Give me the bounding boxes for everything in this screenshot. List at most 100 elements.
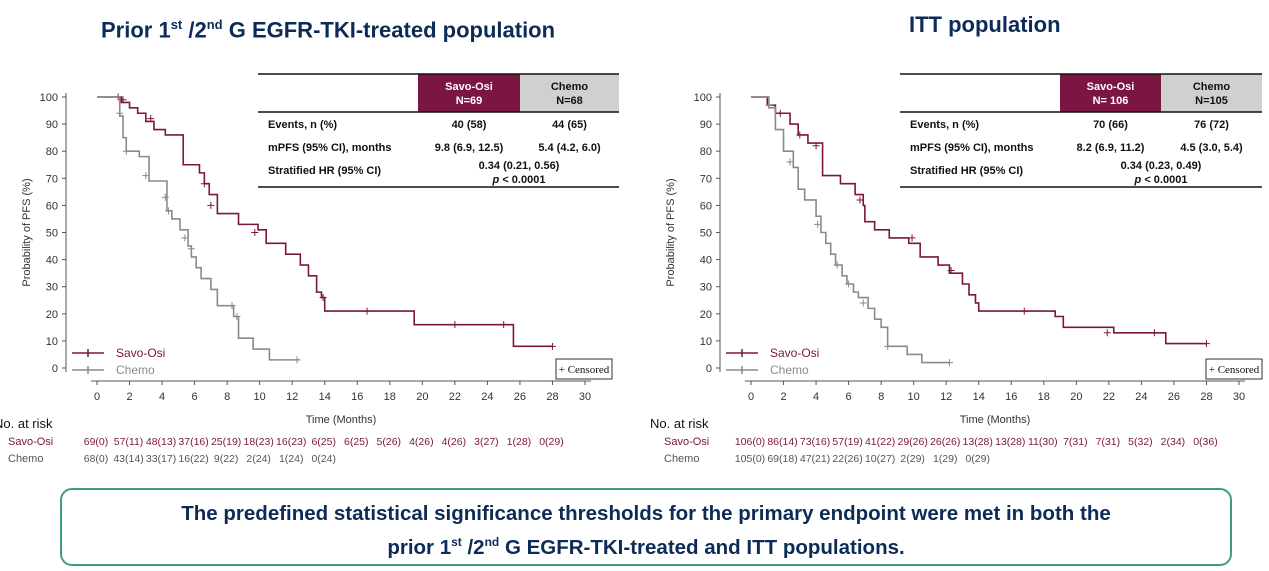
chemo-censor-mark [122, 147, 130, 155]
table-row-label: Events, n (%) [268, 119, 337, 131]
chemo-censor-mark [845, 280, 853, 288]
table-cell-savo-osi: 8.2 (6.9, 11.2) [1077, 142, 1145, 154]
savo-osi-censor-mark [200, 180, 208, 188]
x-tick-label: 18 [1038, 391, 1050, 403]
y-tick-label: 90 [46, 119, 58, 131]
legend-swatch [72, 366, 104, 374]
chemo-censor-mark [161, 193, 169, 201]
chemo-censor-mark [116, 109, 124, 117]
at-risk-header: No. at risk [650, 416, 709, 431]
table-p-value: p < 0.0001 [492, 174, 546, 186]
at-risk-chemo-value: 68(0) [84, 453, 109, 465]
at-risk-chemo-value: 10(27) [865, 453, 895, 465]
y-tick-label: 100 [40, 92, 58, 104]
at-risk-savo-osi-value: 13(28) [963, 436, 993, 448]
y-tick-label: 80 [46, 146, 58, 158]
y-tick-label: 20 [700, 309, 712, 321]
table-cell-savo-osi: 9.8 (6.9, 12.5) [435, 142, 504, 154]
x-tick-label: 18 [384, 391, 396, 403]
y-tick-label: 80 [700, 146, 712, 158]
x-tick-label: 6 [846, 391, 852, 403]
legend-label: Chemo [770, 363, 809, 377]
at-risk-savo-osi-label: Savo-Osi [664, 436, 709, 448]
x-tick-label: 14 [973, 391, 985, 403]
p-italic: p [1134, 174, 1142, 186]
at-risk-savo-osi-value: 3(27) [474, 436, 499, 448]
chemo-censor-mark [165, 207, 173, 215]
x-axis-title: Time (Months) [306, 414, 377, 426]
savo-osi-censor-mark [812, 142, 820, 150]
savo-osi-censor-mark [776, 109, 784, 117]
table-header-savo-osi-n: N=69 [456, 95, 483, 107]
x-tick-label: 8 [224, 391, 230, 403]
x-tick-label: 26 [1168, 391, 1180, 403]
y-tick-label: 70 [700, 173, 712, 185]
savo-osi-censor-mark [1103, 329, 1111, 337]
censored-legend-box [1205, 358, 1263, 380]
at-risk-savo-osi-value: 1(28) [507, 436, 532, 448]
x-tick-label: 22 [1103, 391, 1115, 403]
savo-osi-censor-mark [947, 266, 955, 274]
y-tick-label: 50 [700, 228, 712, 240]
savo-osi-censor-mark [796, 131, 804, 139]
x-tick-label: 28 [546, 391, 558, 403]
x-tick-label: 4 [813, 391, 819, 403]
x-tick-label: 12 [286, 391, 298, 403]
y-tick-label: 40 [700, 255, 712, 267]
conclusion-line-2: prior 1st /2nd G EGFR-TKI-treated and IT… [387, 535, 905, 559]
at-risk-savo-osi-label: Savo-Osi [8, 436, 53, 448]
table-p-value: p < 0.0001 [1134, 174, 1188, 186]
chemo-censor-mark [142, 172, 150, 180]
at-risk-chemo-value: 69(18) [767, 453, 797, 465]
chemo-censor-mark [833, 261, 841, 269]
at-risk-savo-osi-value: 4(26) [442, 436, 467, 448]
x-tick-label: 10 [908, 391, 920, 403]
savo-osi-censor-mark [251, 229, 259, 236]
chemo-censor-mark [181, 234, 189, 242]
at-risk-savo-osi-value: 69(0) [84, 436, 109, 448]
savo-osi-censor-mark [1150, 329, 1158, 337]
at-risk-chemo-value: 47(21) [800, 453, 830, 465]
x-tick-label: 6 [192, 391, 198, 403]
x-tick-label: 24 [1135, 391, 1147, 403]
at-risk-savo-osi-value: 5(26) [377, 436, 402, 448]
legend-swatch [726, 366, 758, 374]
at-risk-savo-osi-value: 29(26) [897, 436, 927, 448]
table-cell-chemo: 5.4 (4.2, 6.0) [538, 142, 601, 154]
at-risk-chemo-value: 105(0) [735, 453, 765, 465]
at-risk-savo-osi-value: 0(36) [1193, 436, 1218, 448]
conclusion-box: The predefined statistical significance … [60, 488, 1232, 566]
table-row-label: Stratified HR (95% CI) [910, 165, 1023, 177]
at-risk-chemo-value: 33(17) [146, 453, 176, 465]
at-risk-chemo-value: 22(26) [832, 453, 862, 465]
at-risk-chemo-value: 0(24) [311, 453, 336, 465]
savo-osi-censor-mark [147, 115, 155, 123]
x-tick-label: 0 [748, 391, 754, 403]
chemo-censor-mark [228, 302, 236, 310]
x-tick-label: 26 [514, 391, 526, 403]
savo-osi-censor-mark [1020, 307, 1028, 315]
savo-osi-censor-mark [319, 294, 327, 302]
left-chart-title: Prior 1st /2nd G EGFR-TKI-treated popula… [101, 17, 556, 43]
at-risk-savo-osi-value: 7(31) [1096, 436, 1121, 448]
x-tick-label: 30 [1233, 391, 1245, 403]
at-risk-savo-osi-value: 4(26) [409, 436, 434, 448]
x-tick-label: 28 [1200, 391, 1212, 403]
y-tick-label: 90 [700, 119, 712, 131]
table-row-label: Stratified HR (95% CI) [268, 165, 381, 177]
chemo-censor-mark [233, 313, 241, 321]
table-cell-savo-osi: 70 (66) [1093, 119, 1128, 131]
table-header-savo-osi-name: Savo-Osi [445, 81, 493, 93]
at-risk-savo-osi-value: 16(23) [276, 436, 306, 448]
chemo-censor-mark [187, 245, 195, 253]
x-tick-label: 20 [416, 391, 428, 403]
at-risk-savo-osi-value: 2(34) [1161, 436, 1186, 448]
at-risk-savo-osi-value: 6(25) [311, 436, 336, 448]
legend-swatch [726, 349, 758, 357]
chemo-censor-mark [884, 342, 892, 350]
y-tick-label: 10 [46, 336, 58, 348]
y-tick-label: 0 [706, 363, 712, 375]
x-tick-label: 4 [159, 391, 165, 403]
table-header-chemo-n: N=68 [556, 95, 583, 107]
